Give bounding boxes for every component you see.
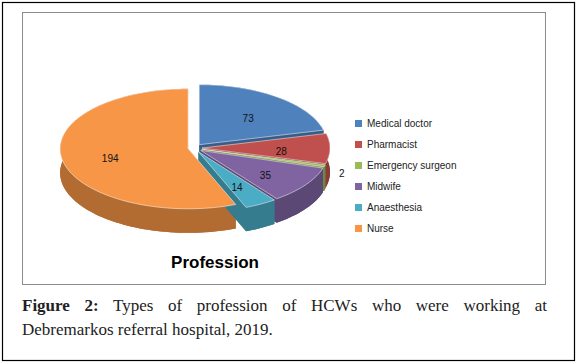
legend-label: Anaesthesia: [367, 202, 422, 213]
figure: 73 28 2 35 14 194 Medical doctor Pharmacist Emer…: [0, 0, 577, 363]
data-label: 35: [260, 170, 272, 181]
caption-text: Types of profession of HCWs who were wor…: [113, 296, 547, 315]
caption: Figure 2: Types of profession of HCWs wh…: [22, 294, 547, 342]
outer-frame: [3, 3, 575, 361]
legend-label: Midwife: [367, 181, 401, 192]
legend-swatch: [355, 183, 362, 190]
data-label: 2: [339, 168, 345, 179]
chart-frame: [23, 13, 546, 285]
data-label: 194: [102, 153, 119, 164]
pie-tops: [60, 85, 330, 209]
data-label: 14: [231, 182, 243, 193]
caption-text: Debremarkos referral hospital, 2019.: [22, 320, 273, 339]
legend-label: Emergency surgeon: [367, 160, 457, 171]
data-label: 28: [276, 146, 288, 157]
legend-swatch: [355, 204, 362, 211]
slice-wall: [324, 165, 325, 191]
data-label: 73: [243, 113, 255, 124]
chart-title: Profession: [171, 253, 259, 272]
legend: Medical doctor Pharmacist Emergency surgeo…: [355, 118, 457, 234]
legend-label: Pharmacist: [367, 139, 417, 150]
pie-sides: [60, 85, 330, 233]
pie-slice: [60, 89, 236, 209]
legend-swatch: [355, 141, 362, 148]
legend-swatch: [355, 120, 362, 127]
caption-line: Debremarkos referral hospital, 2019.: [22, 318, 547, 342]
legend-swatch: [355, 225, 362, 232]
caption-line: Figure 2: Types of profession of HCWs wh…: [22, 294, 547, 318]
legend-swatch: [355, 162, 362, 169]
pie-slice: [199, 85, 323, 145]
legend-label: Nurse: [367, 223, 394, 234]
legend-label: Medical doctor: [367, 118, 433, 129]
caption-label: Figure 2:: [22, 296, 99, 315]
